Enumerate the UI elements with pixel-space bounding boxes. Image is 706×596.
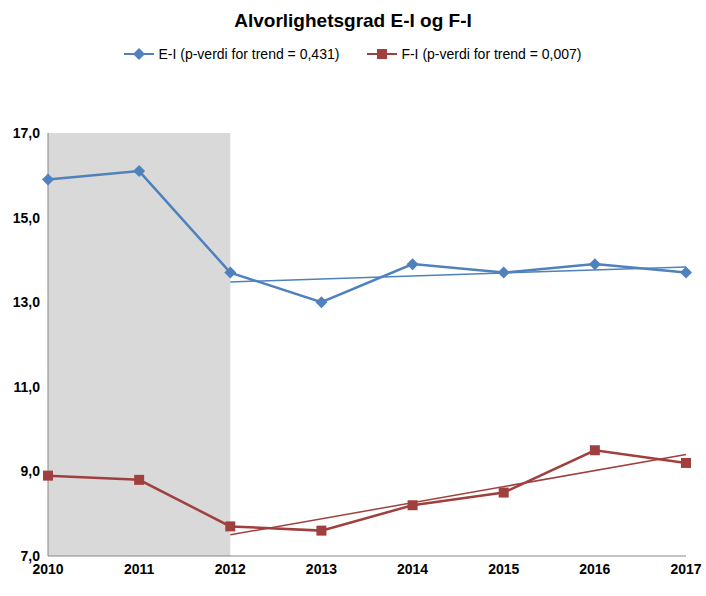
html-text:F-I (p-verdi for trend = 0,007: F-I (p-verdi for trend = 0,007) <box>401 46 582 62</box>
svg-text:2011: 2011 <box>124 561 155 577</box>
svg-text:9,0: 9,0 <box>21 463 41 479</box>
svg-text:2013: 2013 <box>306 561 337 577</box>
html-text:Alvorlighetsgrad E-I og F-I: Alvorlighetsgrad E-I og F-I <box>234 10 472 31</box>
svg-text:2014: 2014 <box>397 561 428 577</box>
svg-text:2010: 2010 <box>32 560 64 577</box>
svg-text:2015: 2015 <box>488 561 519 577</box>
svg-text:7,0: 7,0 <box>21 548 41 564</box>
svg-text:2012: 2012 <box>215 561 246 577</box>
svg-text:15,0: 15,0 <box>13 210 40 226</box>
html-text:E-I (p-verdi for trend = 0,431: E-I (p-verdi for trend = 0,431) <box>158 46 340 62</box>
svg-text:2017: 2017 <box>670 561 698 577</box>
svg-text:13,0: 13,0 <box>13 294 40 310</box>
svg-text:17,0: 17,0 <box>13 125 40 141</box>
svg-text:2016: 2016 <box>579 561 610 577</box>
svg-text:11,0: 11,0 <box>14 379 41 395</box>
